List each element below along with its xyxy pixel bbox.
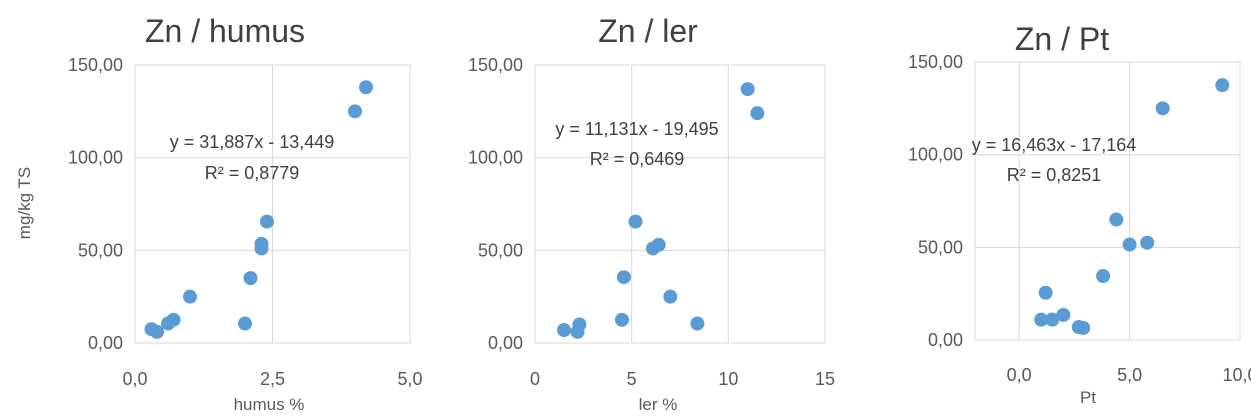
- r-squared-label: R² = 0,8779: [205, 163, 300, 183]
- x-tick-label: 15: [815, 369, 835, 389]
- data-point: [1109, 212, 1124, 227]
- data-point: [690, 316, 705, 331]
- data-point: [651, 237, 666, 252]
- data-point: [238, 316, 252, 331]
- data-point: [348, 104, 362, 119]
- data-point: [1155, 101, 1170, 116]
- plot-frame: [134, 64, 411, 344]
- y-tick-label: 0,00: [928, 330, 963, 350]
- x-tick-label: 0,0: [122, 369, 147, 389]
- plot-frame: [974, 61, 1241, 341]
- data-point: [615, 312, 629, 327]
- regression-equation: y = 31,887x - 13,449: [170, 132, 335, 152]
- data-point: [150, 324, 164, 339]
- chart-zn-pt: 0,00 50,00 100,00 150,00 0,0 5,0 10,0 Zn / Pt P…: [840, 0, 1251, 417]
- data-point: [740, 82, 755, 97]
- regression-equation: y = 11,131x - 19,495: [555, 119, 718, 139]
- plot-frame: [534, 64, 826, 344]
- data-point: [1038, 285, 1053, 300]
- y-axis-label: mg/kg TS: [15, 167, 34, 239]
- y-tick-label: 50,00: [478, 240, 523, 260]
- x-tick-label: 5,0: [1117, 365, 1142, 385]
- chart-title: Zn / ler: [598, 13, 698, 49]
- data-point: [1034, 312, 1049, 327]
- x-axis-label: ler %: [639, 395, 678, 414]
- chart-zn-humus: 0,00 50,00 100,00 150,00 0,0 2,5 5,0 Zn / humus…: [0, 0, 423, 417]
- x-tick-label: 5: [627, 369, 637, 389]
- chart-zn-ler-svg: 0,00 50,00 100,00 150,00 0 5 10 15 Zn / ler ler …: [468, 13, 835, 414]
- plot-area: 0,00 50,00 100,00 150,00 0 5 10 15: [468, 55, 835, 389]
- x-tick-label: 5,0: [397, 369, 422, 389]
- y-tick-label: 100,00: [68, 148, 123, 168]
- data-point: [616, 270, 631, 285]
- data-point: [183, 289, 197, 304]
- y-tick-label: 0,00: [88, 333, 123, 353]
- y-tick-label: 150,00: [468, 55, 523, 75]
- chart-title: Zn / Pt: [1015, 21, 1109, 57]
- data-point: [243, 271, 258, 286]
- data-point: [166, 312, 181, 327]
- x-tick-label: 0: [530, 369, 540, 389]
- data-point: [1045, 312, 1060, 327]
- data-point: [557, 323, 571, 338]
- x-tick-label: 10: [718, 369, 738, 389]
- x-axis-label: Pt: [1080, 388, 1096, 407]
- y-tick-label: 50,00: [918, 237, 963, 257]
- chart-zn-pt-svg: 0,00 50,00 100,00 150,00 0,0 5,0 10,0 Zn / Pt P…: [908, 21, 1251, 407]
- data-point: [572, 317, 587, 332]
- x-axis-label: humus %: [234, 395, 305, 414]
- data-point: [1122, 237, 1137, 252]
- chart-title: Zn / humus: [145, 13, 305, 49]
- data-point: [1215, 78, 1230, 93]
- data-point: [628, 214, 643, 229]
- x-tick-label: 0,0: [1007, 365, 1032, 385]
- data-point: [1076, 320, 1091, 335]
- data-point: [1056, 307, 1071, 322]
- chart-zn-humus-svg: 0,00 50,00 100,00 150,00 0,0 2,5 5,0 Zn / humus…: [15, 13, 423, 414]
- regression-equation: y = 16,463x - 17,164: [972, 135, 1137, 155]
- plot-area: 0,00 50,00 100,00 150,00 0,0 5,0 10,0: [908, 52, 1251, 385]
- data-point: [1096, 269, 1111, 284]
- data-point: [359, 80, 373, 95]
- data-point: [1140, 235, 1155, 250]
- y-tick-label: 100,00: [908, 145, 963, 165]
- data-point: [260, 214, 274, 229]
- chart-zn-ler: 0,00 50,00 100,00 150,00 0 5 10 15 Zn / ler ler …: [425, 0, 835, 417]
- r-squared-label: R² = 0,8251: [1007, 165, 1102, 185]
- data-point: [663, 289, 678, 304]
- y-tick-label: 50,00: [78, 240, 123, 260]
- plot-area: 0,00 50,00 100,00 150,00 0,0 2,5 5,0: [68, 55, 423, 389]
- r-squared-label: R² = 0,6469: [590, 149, 685, 169]
- x-tick-label: 10,0: [1222, 365, 1251, 385]
- y-tick-label: 0,00: [488, 333, 523, 353]
- data-point: [254, 236, 269, 251]
- y-tick-label: 100,00: [468, 148, 523, 168]
- y-tick-label: 150,00: [68, 55, 123, 75]
- x-tick-label: 2,5: [260, 369, 285, 389]
- y-tick-label: 150,00: [908, 52, 963, 72]
- data-point: [750, 106, 765, 121]
